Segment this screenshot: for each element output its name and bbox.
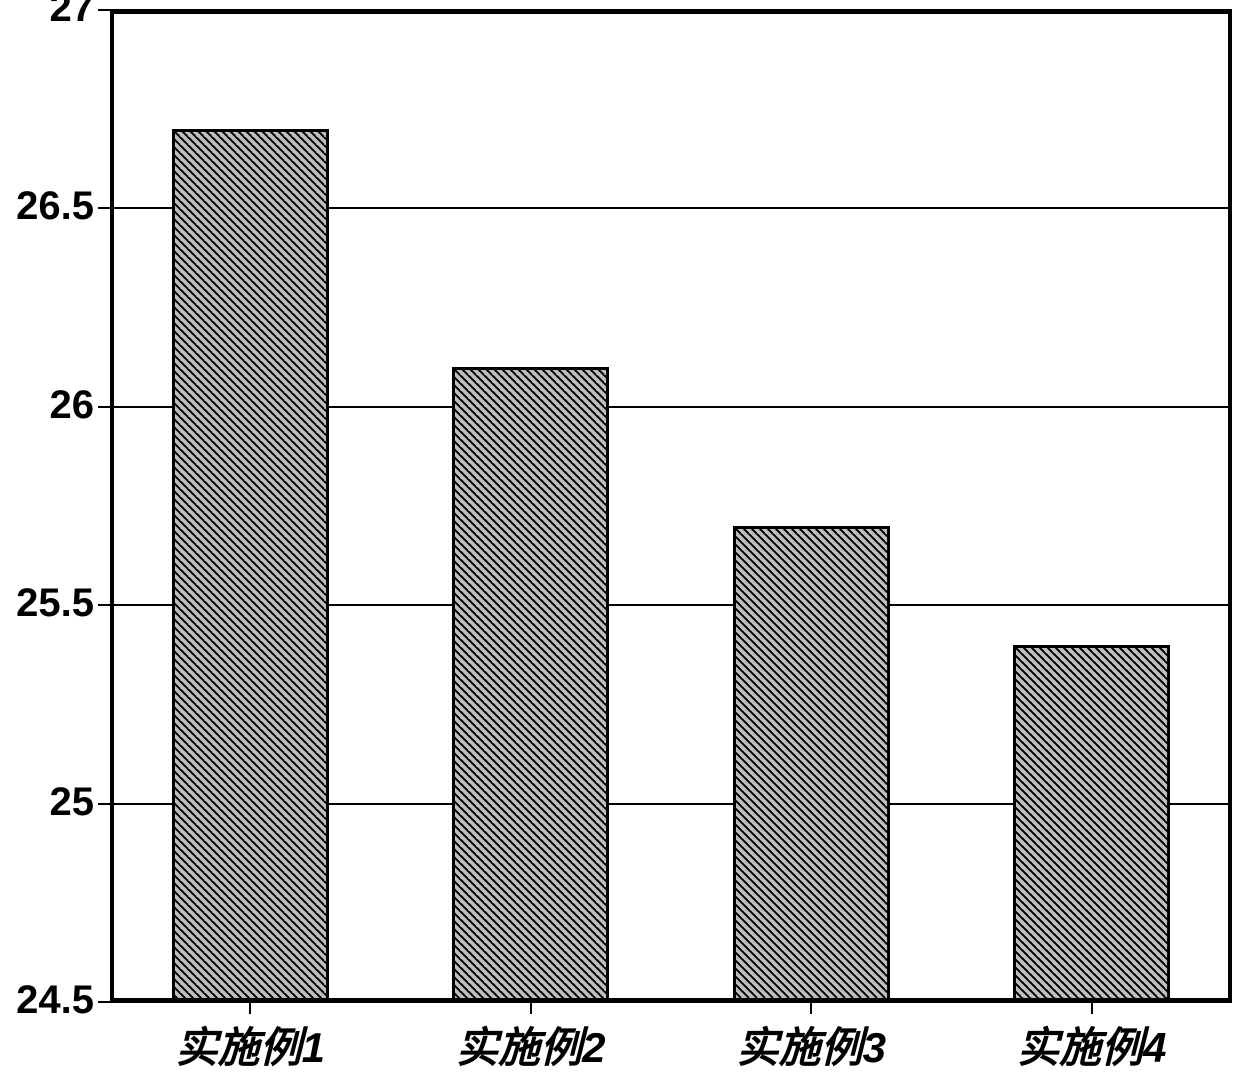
bar-fill [452,367,609,1002]
xtick-mark [1091,1002,1093,1014]
ytick-label: 26.5 [16,184,94,229]
xtick-mark [810,1002,812,1014]
ytick-mark [98,604,110,606]
xtick-mark [530,1002,532,1014]
xtick-label: 实施例4 [1017,1014,1166,1075]
xtick-label: 实施例3 [737,1014,886,1075]
ytick-label: 25.5 [16,581,94,626]
ytick-mark [98,1001,110,1003]
xtick-mark [249,1002,251,1014]
bar [172,129,329,1002]
axis-border-right [1228,10,1232,1002]
bar-fill [172,129,329,1002]
ytick-mark [98,207,110,209]
plot-area [110,10,1232,1002]
axis-border-top [110,10,1232,14]
ytick-label: 27 [50,0,95,31]
bar-fill [1013,645,1170,1002]
ytick-label: 26 [50,383,95,428]
xtick-label: 实施例1 [176,1014,325,1075]
bar [452,367,609,1002]
xtick-label: 实施例2 [456,1014,605,1075]
axis-border-left [110,10,114,1002]
ytick-label: 25 [50,780,95,825]
bar [1013,645,1170,1002]
ytick-label: 24.5 [16,978,94,1023]
axis-border-bottom [110,998,1232,1002]
ytick-mark [98,406,110,408]
bar [733,526,890,1002]
bar-chart: 24.5 25 25.5 26 26.5 27 实施例1 实施例2 实施例3 实施例4 [0,0,1240,1072]
ytick-mark [98,9,110,11]
ytick-mark [98,803,110,805]
bar-fill [733,526,890,1002]
